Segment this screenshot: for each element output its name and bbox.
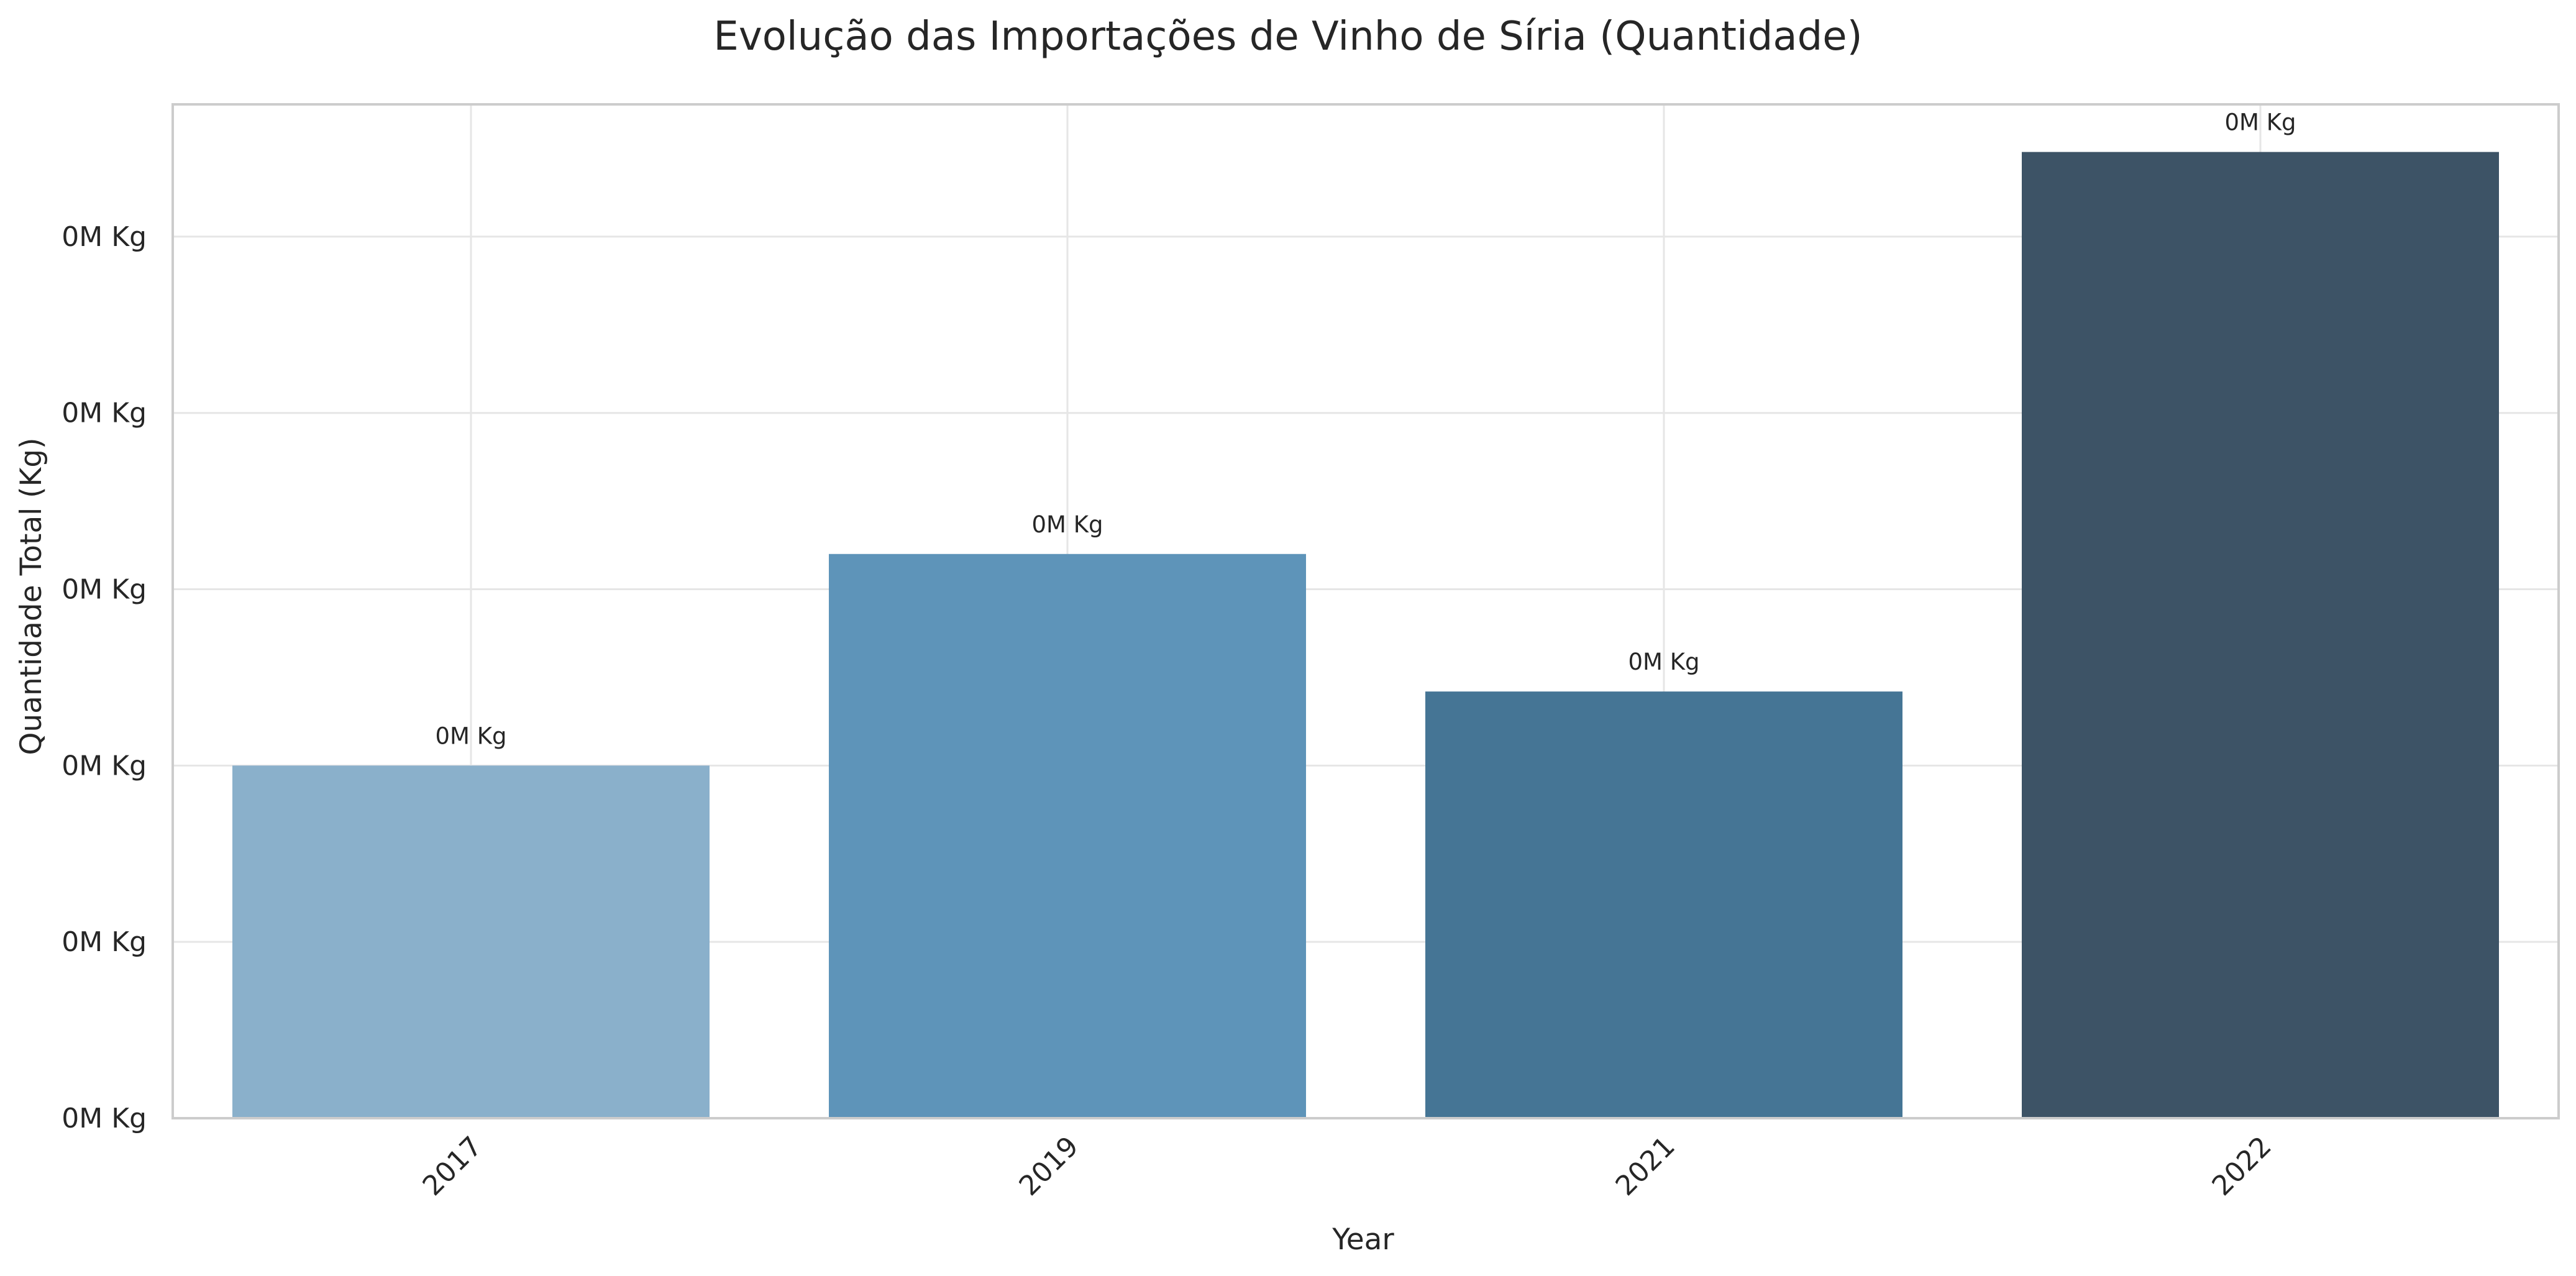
- bar-value-label: 0M Kg: [1628, 649, 1700, 675]
- chart-title: Evolução das Importações de Vinho de Sír…: [713, 14, 1862, 60]
- x-tick-label: 2017: [417, 1131, 488, 1202]
- bar-2021: [1425, 691, 1902, 1118]
- y-tick-label: 0M Kg: [62, 926, 147, 958]
- bar-2017: [232, 765, 710, 1118]
- bar-2022: [2022, 152, 2499, 1118]
- x-tick-label: 2019: [1013, 1131, 1085, 1202]
- y-tick-label: 0M Kg: [62, 574, 147, 606]
- x-tick-label: 2022: [2206, 1131, 2278, 1202]
- y-tick-label: 0M Kg: [62, 1103, 147, 1134]
- y-tick-label: 0M Kg: [62, 398, 147, 429]
- y-axis-ticks: 0M Kg 0M Kg 0M Kg 0M Kg 0M Kg 0M Kg: [62, 221, 147, 1134]
- bar-value-label: 0M Kg: [436, 722, 507, 749]
- bar-value-label: 0M Kg: [1032, 511, 1103, 538]
- x-axis-label: Year: [1331, 1223, 1394, 1257]
- y-axis-label: Quantidade Total (Kg): [14, 437, 48, 755]
- plot-area-frame: [171, 103, 2560, 1119]
- y-tick-label: 0M Kg: [62, 750, 147, 782]
- y-tick-label: 0M Kg: [62, 221, 147, 253]
- bars: [232, 152, 2499, 1118]
- data-labels: 0M Kg 0M Kg 0M Kg 0M Kg: [436, 109, 2296, 750]
- bar-value-label: 0M Kg: [2225, 109, 2296, 136]
- bar-2019: [829, 554, 1306, 1118]
- x-tick-label: 2021: [1610, 1131, 1681, 1202]
- x-axis-ticks: 2017 2019 2021 2022: [417, 1131, 2278, 1202]
